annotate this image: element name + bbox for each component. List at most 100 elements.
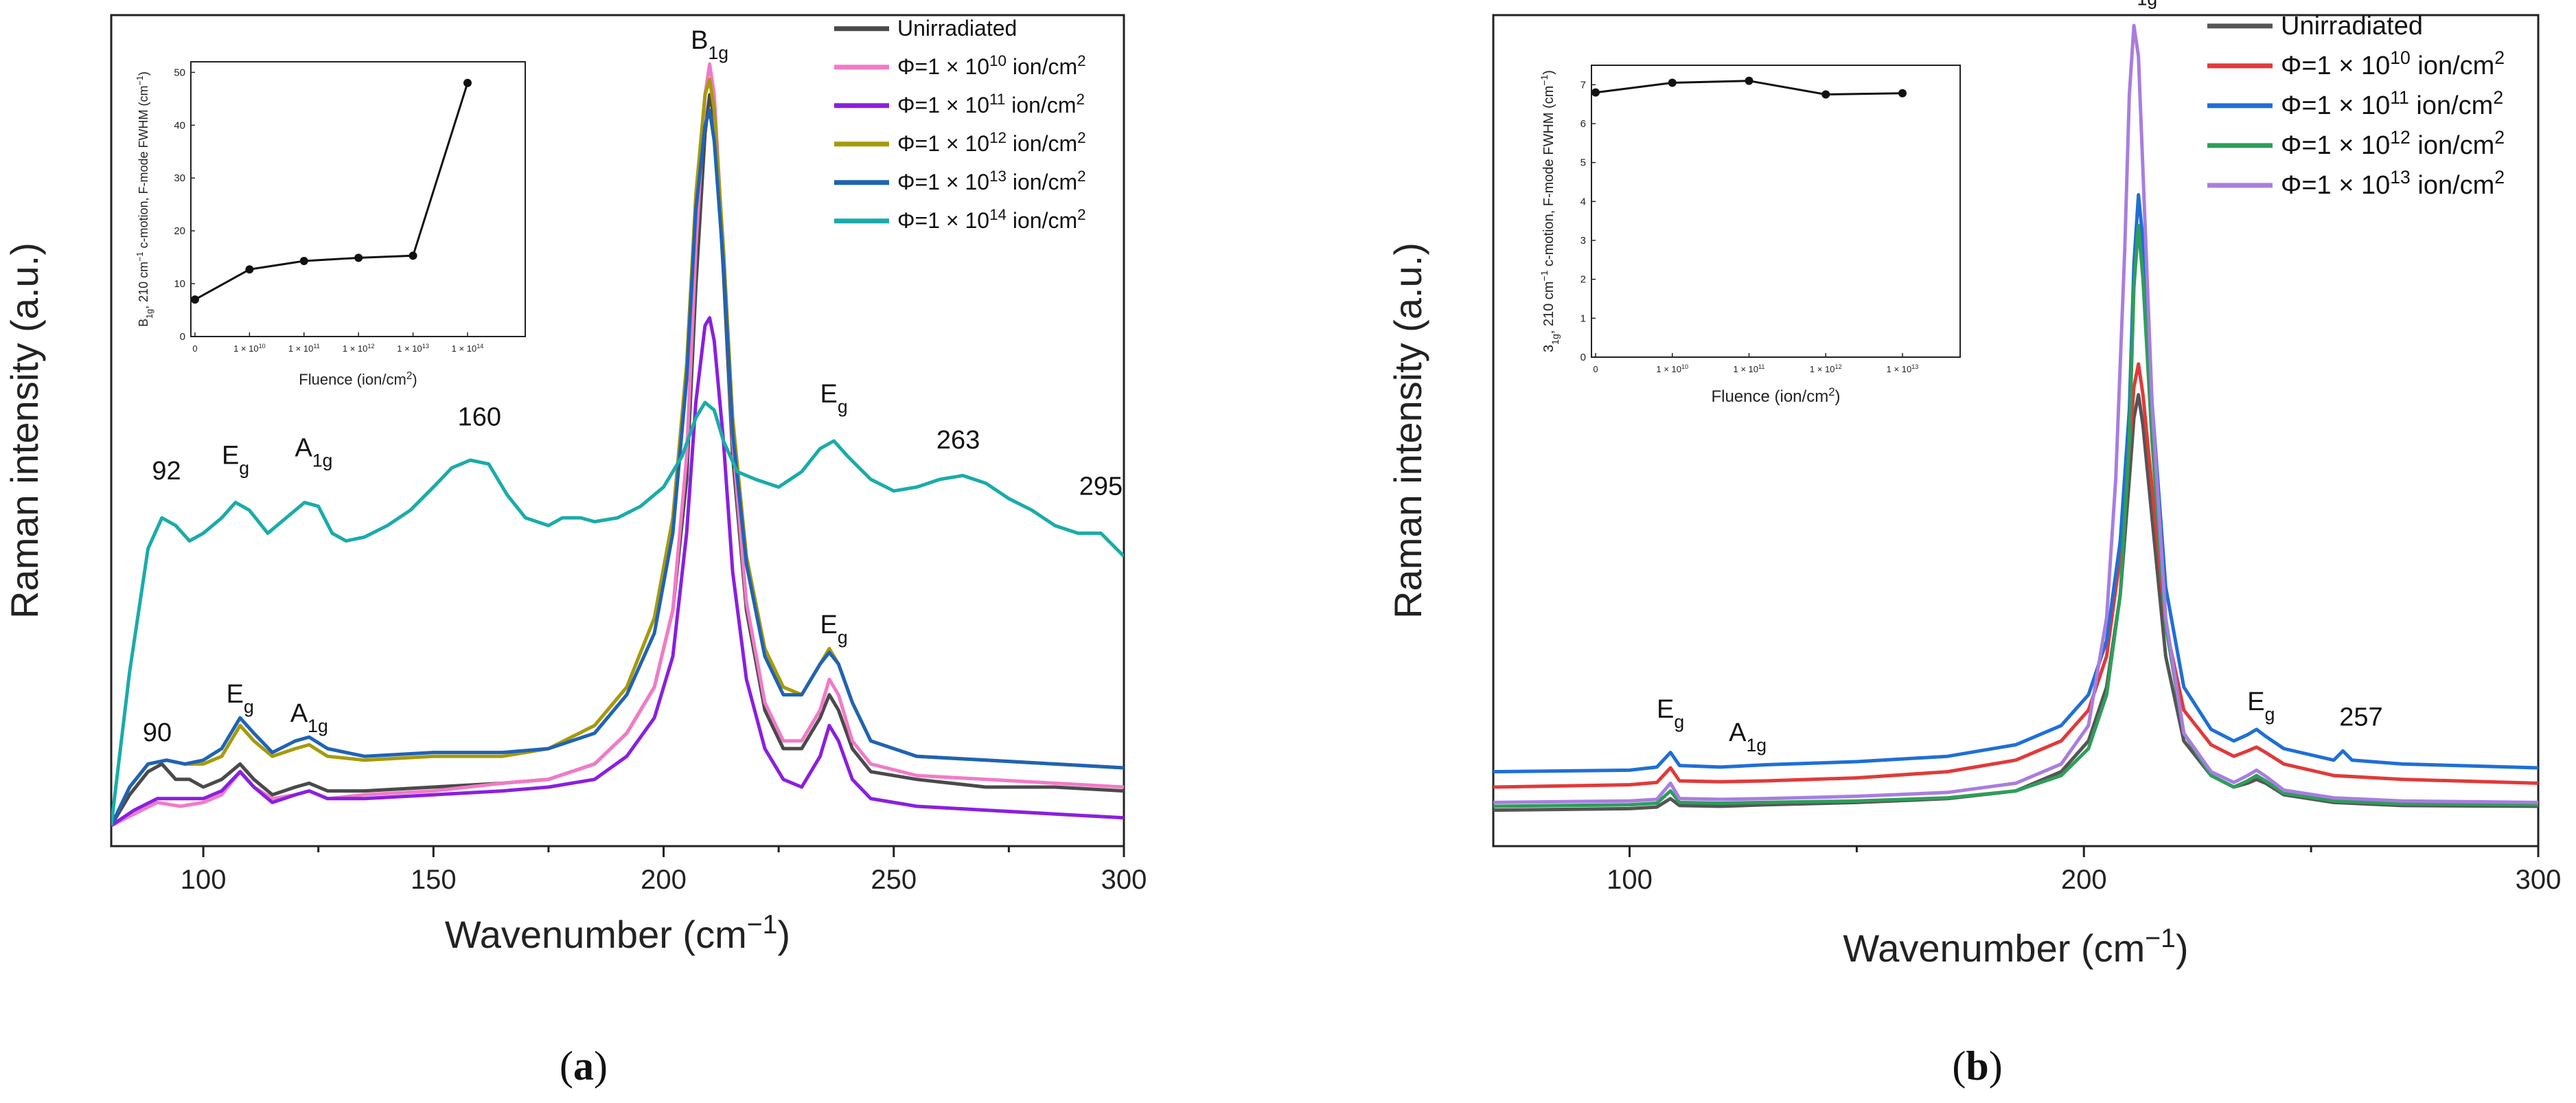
inset-x-label-part: 2 xyxy=(406,370,413,382)
inset-point xyxy=(1591,88,1600,97)
inset-x-tick-label-part: 0 xyxy=(1593,364,1598,374)
legend-entry-part: ion/cm xyxy=(1007,208,1077,233)
peak-annotation-part: 92 xyxy=(152,457,181,486)
inset-y-tick-label: 7 xyxy=(1580,79,1586,91)
peak-annotation-part: 1g xyxy=(308,716,328,736)
series-line-1e14 xyxy=(111,400,1124,826)
inset-x-tick-label: 1 × 1012 xyxy=(1810,363,1842,374)
legend-entry-part: Φ=1 × 10 xyxy=(897,93,989,117)
inset-line xyxy=(194,82,469,301)
inset-point xyxy=(354,253,363,262)
inset-x-tick-label-part: 1 × 10 xyxy=(343,343,368,354)
inset-x-label: Fluence (ion/cm2) xyxy=(299,370,417,389)
legend-entry: Φ=1 × 1013 ion/cm2 xyxy=(897,168,1086,195)
panel-label: (a) xyxy=(560,1043,608,1089)
inset-x-tick-label-part: 1 × 10 xyxy=(1734,364,1759,374)
inset-y-label-part: ) xyxy=(137,71,150,76)
inset-y-label-part: c-motion, F-mode FWHM (cm xyxy=(137,85,150,251)
legend-entry-part: 11 xyxy=(989,91,1005,108)
peak-annotation-part: E xyxy=(227,680,244,709)
legend-entry: Φ=1 × 1012 ion/cm2 xyxy=(897,129,1086,157)
inset-x-tick-label: 1 × 1014 xyxy=(452,343,484,354)
peak-annotation-part: 160 xyxy=(458,403,501,432)
inset-y-label-part: −1 xyxy=(135,251,145,261)
inset-x-tick-label: 1 × 1011 xyxy=(288,343,320,354)
inset-x-label-part: Fluence (ion/cm xyxy=(1711,387,1828,406)
peak-annotation: A1g xyxy=(1729,718,1767,755)
peak-annotation-part: B xyxy=(2119,0,2137,1)
inset-y-label: 31g, 210 cm−1 c-motion, F-mode FWHM (cm−… xyxy=(1539,70,1561,352)
peak-annotation: B1g xyxy=(691,26,728,63)
inset-y-tick-label: 6 xyxy=(1580,118,1586,130)
legend-entry-part: 10 xyxy=(989,52,1007,69)
x-axis-label: Wavenumber (cm−1) xyxy=(445,910,790,957)
inset-x-tick-label-part: 1 × 10 xyxy=(288,343,314,354)
inset-x-label-part: 2 xyxy=(1828,385,1835,398)
x-tick-label: 300 xyxy=(2516,865,2562,895)
x-tick-label: 300 xyxy=(1101,865,1147,895)
legend-entry-part: Φ=1 × 10 xyxy=(2281,171,2390,200)
legend-entry-part: ion/cm xyxy=(2411,171,2494,200)
x-axis-label-part: −1 xyxy=(2145,924,2176,953)
legend-entry-part: Φ=1 × 10 xyxy=(897,208,989,233)
peak-annotation: Eg xyxy=(222,442,249,479)
inset-point xyxy=(245,265,254,274)
inset-y-label-part: B xyxy=(137,319,150,327)
peak-annotation-part: 90 xyxy=(143,718,172,747)
inset-y-tick-label: 3 xyxy=(1580,235,1586,247)
inset-y-tick-label: 30 xyxy=(174,172,185,184)
inset-x-tick-label: 1 × 1012 xyxy=(343,343,375,354)
inset-x-label-part: ) xyxy=(412,371,417,388)
peak-annotation: 160 xyxy=(458,403,501,432)
legend-entry-part: Φ=1 × 10 xyxy=(897,54,989,79)
legend-entry-part: 12 xyxy=(2390,127,2411,148)
inset-y-tick-label: 4 xyxy=(1580,196,1586,207)
inset-x-tick-label-part: 13 xyxy=(422,343,429,350)
panel-label-open: ( xyxy=(560,1043,573,1089)
inset-point xyxy=(1668,78,1677,87)
legend-entry-part: ion/cm xyxy=(2411,52,2494,80)
series-line-1e13 xyxy=(111,108,1124,827)
inset-x-label: Fluence (ion/cm2) xyxy=(1711,385,1840,407)
legend-entry-part: Φ=1 × 10 xyxy=(2281,52,2390,80)
x-axis-label-part: Wavenumber (cm xyxy=(445,913,747,956)
inset-point xyxy=(299,257,308,265)
peak-annotation: A1g xyxy=(295,433,333,470)
inset-frame xyxy=(190,61,526,337)
inset-x-tick-label-part: 12 xyxy=(1835,363,1841,370)
legend-entry-part: 2 xyxy=(2494,47,2505,68)
y-axis-label: Raman intensity (a.u.) xyxy=(1386,242,1429,619)
panel-label-letter: b xyxy=(1966,1043,1988,1089)
legend-entry-part: ion/cm xyxy=(1007,170,1077,194)
inset-point xyxy=(409,251,417,260)
legend-entry-part: Φ=1 × 10 xyxy=(2281,91,2390,120)
inset-y-tick-label: 0 xyxy=(180,331,185,343)
legend-entry-part: 2 xyxy=(1077,206,1085,223)
inset-y-tick-label: 0 xyxy=(1580,352,1586,363)
legend-entry-part: Unirradiated xyxy=(2281,12,2423,41)
inset-y-label: B1g, 210 cm−1 c-motion, F-mode FWHM (cm−… xyxy=(135,71,154,327)
peak-annotation-part: 1g xyxy=(708,43,728,63)
legend-entry-part: 2 xyxy=(2493,87,2503,108)
panel-label-open: ( xyxy=(1952,1043,1966,1089)
peak-annotation: Eg xyxy=(2247,687,2275,725)
legend-entry-part: 12 xyxy=(989,129,1007,146)
x-tick-label: 200 xyxy=(641,865,687,895)
peak-annotation-part: g xyxy=(1674,712,1684,732)
inset-point xyxy=(191,295,199,304)
peak-annotation-part: B xyxy=(691,26,708,55)
legend-entry-part: 13 xyxy=(989,168,1007,185)
legend-entry-part: ion/cm xyxy=(2409,91,2493,120)
peak-annotation: 90 xyxy=(143,718,172,747)
inset-x-tick-label-part: 1 × 10 xyxy=(452,343,477,354)
legend-entry-part: ion/cm xyxy=(1007,131,1077,156)
x-axis-label: Wavenumber (cm−1) xyxy=(1843,924,2188,970)
legend-entry: Φ=1 × 1011 ion/cm2 xyxy=(2281,87,2503,120)
series-line-1e11 xyxy=(111,316,1124,828)
inset-y-tick-label: 5 xyxy=(1580,157,1586,169)
x-axis-label-part: ) xyxy=(2176,926,2189,970)
inset-x-tick-label-part: 0 xyxy=(192,343,197,354)
inset-x-label-part: ) xyxy=(1835,387,1841,406)
